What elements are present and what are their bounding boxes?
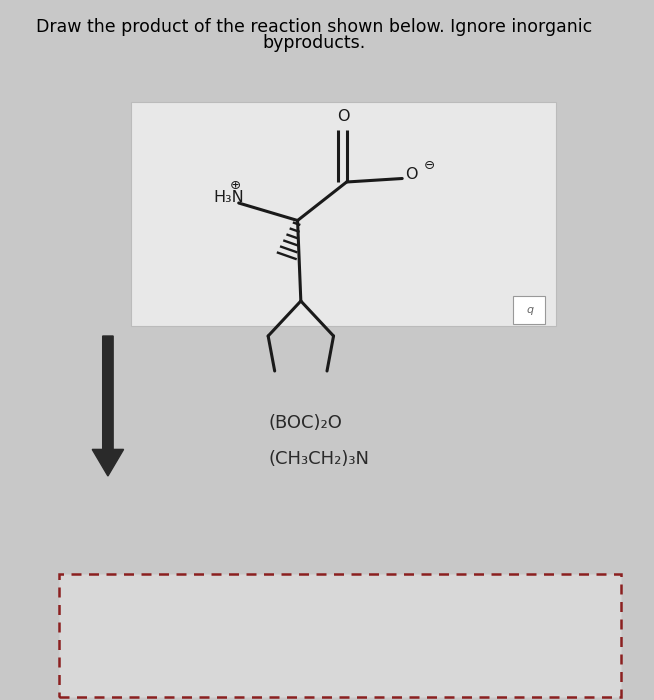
Bar <box>513 296 545 324</box>
Text: ⊕: ⊕ <box>230 179 241 192</box>
Text: O: O <box>405 167 418 183</box>
Bar <box>131 102 556 326</box>
Text: (BOC)₂O: (BOC)₂O <box>268 414 342 433</box>
FancyArrow shape <box>92 336 124 476</box>
Text: H₃N: H₃N <box>213 190 244 205</box>
Text: O: O <box>337 109 350 124</box>
Text: q: q <box>526 305 533 315</box>
Bar <box>59 574 621 696</box>
Text: (CH₃CH₂)₃N: (CH₃CH₂)₃N <box>268 449 369 468</box>
Text: Draw the product of the reaction shown below. Ignore inorganic: Draw the product of the reaction shown b… <box>36 18 592 36</box>
Text: ⊖: ⊖ <box>424 160 435 172</box>
Text: byproducts.: byproducts. <box>262 34 366 52</box>
